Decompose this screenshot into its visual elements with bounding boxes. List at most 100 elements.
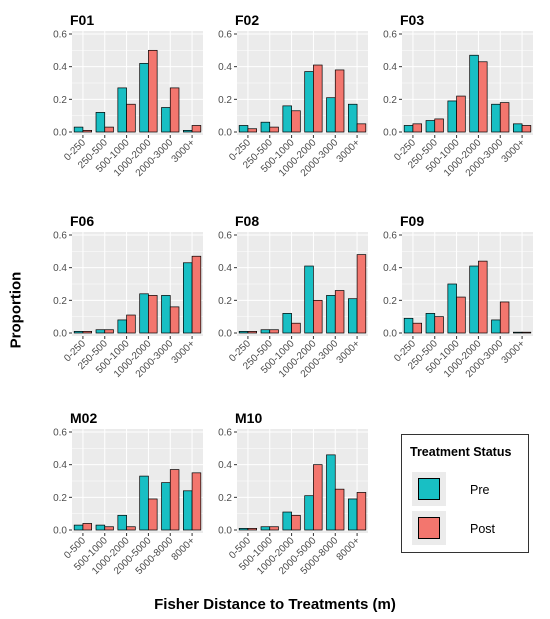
bar-pre	[139, 293, 149, 334]
facet-title: F02	[235, 12, 259, 28]
bar-post	[291, 110, 301, 133]
y-tick-label: 0.4	[383, 62, 397, 73]
bar-pre	[260, 526, 271, 531]
bar-post	[148, 49, 158, 133]
bar-pre	[326, 454, 336, 531]
y-tick-label: 0.0	[53, 128, 67, 139]
bar-post	[291, 514, 301, 531]
bar-pre	[512, 123, 523, 133]
bar-pre	[304, 495, 314, 531]
bar-post	[247, 128, 258, 133]
bar-post	[104, 526, 114, 531]
x-axis-label: Fisher Distance to Treatments (m)	[154, 596, 396, 613]
bar-pre	[95, 524, 106, 531]
bar-pre	[469, 265, 479, 334]
legend-swatch-post	[418, 517, 440, 539]
bar-post	[169, 87, 180, 133]
y-tick-label: 0.0	[53, 526, 67, 537]
bar-post	[478, 61, 488, 133]
y-tick-label: 0.4	[218, 263, 232, 274]
bar-pre	[139, 475, 149, 531]
bar-post	[191, 255, 202, 334]
legend-key-post	[412, 511, 446, 545]
facet-f08: F080.00.20.40.60-250250-500500-10001000-…	[218, 213, 368, 380]
y-tick-label: 0.4	[53, 460, 67, 471]
facet-title: F08	[235, 213, 259, 229]
bar-pre	[73, 126, 84, 133]
bar-pre	[117, 514, 127, 531]
bar-post	[126, 103, 136, 133]
x-tick-label: 3000+	[170, 137, 198, 165]
bar-pre	[95, 112, 106, 133]
bar-post	[412, 123, 422, 133]
facet-f06: F060.00.20.40.60-250250-500500-10001000-…	[53, 213, 203, 380]
facet-title: F03	[400, 12, 424, 28]
y-tick-label: 0.6	[383, 30, 397, 41]
bar-post	[334, 69, 345, 133]
y-tick-label: 0.4	[383, 263, 397, 274]
bar-post	[269, 126, 279, 133]
bar-post	[356, 254, 367, 334]
bar-post	[191, 472, 202, 531]
bar-post	[521, 331, 532, 334]
y-tick-label: 0.0	[53, 329, 67, 340]
bar-post	[148, 295, 158, 334]
bar-post	[291, 322, 301, 334]
bar-pre	[491, 103, 501, 133]
bar-pre	[161, 482, 171, 531]
y-tick-label: 0.4	[218, 62, 232, 73]
y-tick-label: 0.6	[53, 30, 67, 41]
bar-pre	[139, 63, 149, 133]
legend-swatch-pre	[418, 478, 440, 500]
bar-pre	[491, 319, 501, 334]
bar-pre	[425, 313, 436, 334]
facet-title: F01	[70, 12, 94, 28]
y-axis-label: Proportion	[4, 230, 28, 390]
bar-post	[82, 331, 92, 334]
bar-pre	[282, 313, 292, 334]
bar-post	[169, 469, 180, 531]
bar-pre	[282, 105, 292, 133]
facet-f09: F090.00.20.40.60-250250-500500-10001000-…	[383, 213, 533, 380]
bar-post	[499, 102, 510, 133]
bar-post	[126, 526, 136, 531]
bar-pre	[512, 331, 523, 334]
y-tick-label: 0.4	[218, 460, 232, 471]
x-tick-label: 3000+	[170, 338, 198, 366]
bar-pre	[95, 329, 106, 334]
facet-title: M02	[70, 410, 97, 426]
bar-post	[247, 331, 258, 334]
y-tick-label: 0.2	[383, 95, 397, 106]
bar-pre	[348, 298, 358, 334]
facet-f02: F020.00.20.40.60-250250-500500-10001000-…	[218, 12, 368, 179]
legend: Treatment Status Pre Post	[401, 434, 529, 553]
x-tick-label: 8000+	[170, 535, 198, 563]
y-tick-label: 0.6	[218, 30, 232, 41]
y-tick-label: 0.2	[383, 296, 397, 307]
bar-pre	[326, 295, 336, 334]
y-tick-label: 0.2	[53, 493, 67, 504]
facet-title: F09	[400, 213, 424, 229]
y-tick-label: 0.0	[218, 329, 232, 340]
bar-pre	[73, 331, 84, 334]
bar-pre	[161, 295, 171, 334]
x-tick-label: 3000+	[335, 137, 363, 165]
x-tick-label: 3000+	[335, 338, 363, 366]
y-tick-label: 0.2	[53, 296, 67, 307]
bar-pre	[348, 498, 358, 531]
legend-title: Treatment Status	[410, 445, 512, 459]
y-tick-label: 0.6	[383, 231, 397, 242]
y-tick-label: 0.2	[218, 493, 232, 504]
bar-post	[247, 528, 258, 531]
bar-post	[191, 125, 202, 133]
y-axis-label-text: Proportion	[7, 271, 25, 349]
bar-pre	[447, 283, 457, 334]
bar-pre	[304, 265, 314, 334]
bar-post	[104, 126, 114, 133]
bar-post	[434, 118, 444, 133]
facet-f01: F010.00.20.40.60-250250-500500-10001000-…	[53, 12, 203, 179]
bar-post	[104, 329, 114, 334]
bar-post	[269, 526, 279, 531]
bar-pre	[403, 317, 414, 334]
